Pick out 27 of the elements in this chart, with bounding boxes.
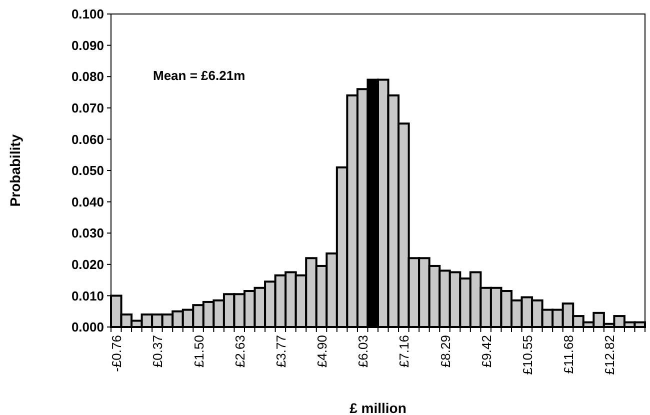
x-tick-label: £10.55 [520,335,535,375]
y-tick-label: 0.070 [71,100,104,116]
x-tick-label: £2.63 [232,335,248,368]
y-tick-label: 0.060 [71,132,104,147]
y-tick-label: 0.010 [71,288,104,304]
x-tick-label: £8.29 [438,335,453,368]
x-tick-label: £11.68 [560,335,576,374]
y-tick-label: 0.050 [71,163,104,178]
x-tick-label: £9.42 [478,335,494,368]
x-tick-label: £7.16 [396,335,412,368]
x-tick-label: -£0.76 [109,335,124,372]
y-tick-label: 0.020 [71,256,104,272]
x-tick-label: £0.37 [150,335,166,368]
y-tick-label: 0.000 [71,320,104,335]
x-tick-label: £4.90 [314,335,330,368]
y-tick-label: 0.040 [71,194,104,210]
x-axis-title: £ million [350,400,406,415]
x-tick-label: £3.77 [273,335,288,368]
y-axis-title: Probability [7,134,23,207]
x-tick-label: £6.03 [356,335,371,368]
x-tick-label: £1.50 [191,335,206,368]
annotation: Mean = £6.21m [153,68,246,83]
y-tick-label: 0.090 [71,38,104,53]
x-tick-label: £12.82 [602,335,618,375]
y-tick-label: 0.100 [71,6,104,22]
y-tick-label: 0.080 [71,69,104,84]
y-tick-label: 0.030 [71,226,104,241]
